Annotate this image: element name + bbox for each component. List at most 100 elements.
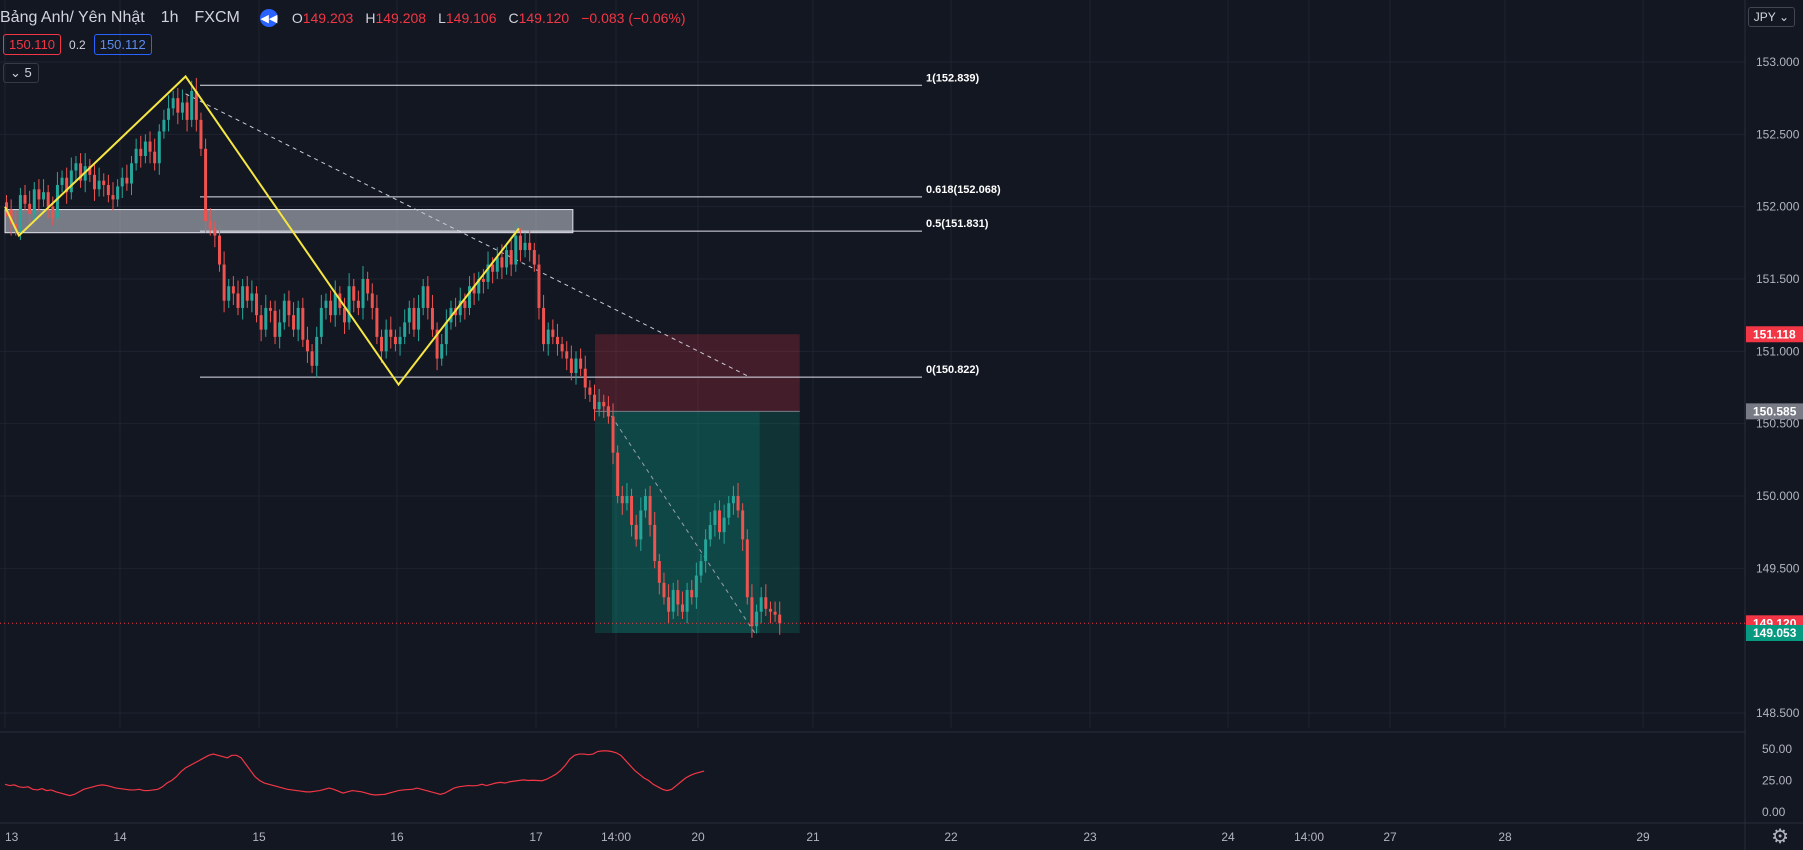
candle-body bbox=[472, 286, 476, 294]
candle-body bbox=[486, 264, 490, 282]
rsi-tick-label: 0.00 bbox=[1762, 805, 1786, 819]
candle-body bbox=[745, 539, 749, 598]
candle-body bbox=[704, 539, 708, 562]
price-tick-label: 152.000 bbox=[1756, 200, 1800, 214]
candle-body bbox=[421, 286, 425, 308]
candle-body bbox=[28, 203, 32, 214]
candle-body bbox=[268, 307, 272, 311]
fib-level-label: 0.5(151.831) bbox=[926, 218, 989, 230]
exchange-label: FXCM bbox=[194, 9, 240, 26]
indicators-collapse-button[interactable]: ⌄ 5 bbox=[3, 63, 39, 83]
currency-selector[interactable]: JPY ⌄ bbox=[1747, 7, 1795, 27]
candle-body bbox=[180, 102, 184, 113]
price-tick-label: 151.000 bbox=[1756, 344, 1800, 358]
candle-body bbox=[18, 195, 22, 229]
candle-body bbox=[685, 590, 689, 612]
candle-body bbox=[356, 300, 360, 308]
price-tick-label: 151.500 bbox=[1756, 272, 1800, 286]
candle-body bbox=[347, 286, 351, 323]
timeframe-label[interactable]: 1h bbox=[160, 9, 179, 26]
time-tick-label: 22 bbox=[944, 830, 958, 844]
candle-body bbox=[278, 322, 282, 337]
candle-body bbox=[310, 351, 314, 366]
candle-body bbox=[750, 597, 754, 627]
candle-body bbox=[537, 264, 541, 308]
candle-body bbox=[167, 108, 171, 120]
candle-body bbox=[532, 250, 536, 265]
candle-body bbox=[407, 307, 411, 323]
candle-body bbox=[648, 496, 652, 525]
candle-body bbox=[69, 170, 73, 193]
ohlc-high: H149.208 bbox=[365, 10, 427, 26]
candle-body bbox=[588, 387, 592, 395]
rsi-line bbox=[4, 750, 705, 797]
candle-body bbox=[426, 286, 430, 308]
candle-body bbox=[125, 177, 129, 184]
legend-bar: Bảng Anh/ Yên Nhật 1h FXCM ◀◀ O149.203 H… bbox=[0, 6, 686, 30]
time-tick-label: 21 bbox=[806, 830, 820, 844]
candle-body bbox=[523, 242, 527, 251]
candle-body bbox=[555, 336, 559, 345]
price-change: −0.083 (−0.06%) bbox=[581, 10, 686, 26]
candle-body bbox=[259, 315, 263, 330]
candle-body bbox=[639, 510, 643, 540]
time-tick-label: 14:00 bbox=[601, 830, 631, 844]
candle-body bbox=[241, 286, 245, 308]
candle-body bbox=[5, 202, 8, 210]
candle-body bbox=[593, 394, 597, 410]
gear-icon[interactable]: ⚙ bbox=[1771, 826, 1789, 848]
candle-body bbox=[514, 235, 518, 265]
candle-body bbox=[546, 329, 550, 345]
candle-body bbox=[491, 264, 495, 272]
candle-body bbox=[643, 496, 647, 511]
candle-body bbox=[32, 189, 36, 214]
candle-body bbox=[574, 358, 578, 374]
candle-body bbox=[51, 206, 55, 219]
candle-body bbox=[92, 174, 96, 190]
resistance-zone bbox=[4, 209, 574, 234]
candle-body bbox=[528, 242, 532, 251]
candle-body bbox=[55, 184, 59, 219]
candle-body bbox=[597, 401, 601, 410]
candle-body bbox=[764, 597, 768, 609]
candle-body bbox=[722, 517, 726, 533]
time-tick-label: 14 bbox=[113, 830, 127, 844]
candle-body bbox=[222, 264, 226, 301]
symbol-title[interactable]: Bảng Anh/ Yên Nhật bbox=[0, 9, 145, 26]
candle-body bbox=[130, 163, 134, 184]
price-tick-label: 152.500 bbox=[1756, 127, 1800, 141]
candle-body bbox=[509, 250, 513, 265]
candle-body bbox=[231, 286, 235, 294]
candle-body bbox=[417, 307, 421, 330]
bid-ask-panel: 150.110 0.2 150.112 bbox=[3, 34, 152, 55]
candle-body bbox=[755, 611, 759, 627]
time-tick-label: 23 bbox=[1083, 830, 1097, 844]
candle-body bbox=[444, 322, 448, 345]
candle-body bbox=[190, 90, 194, 120]
candle-body bbox=[481, 279, 485, 282]
bid-button[interactable]: 150.110 bbox=[3, 34, 62, 55]
fib-level-label: 0(150.822) bbox=[926, 364, 980, 376]
candle-body bbox=[292, 315, 296, 330]
candle-body bbox=[477, 279, 481, 294]
candle-body bbox=[97, 180, 101, 190]
entry-price-label: 150.585 bbox=[1746, 403, 1803, 420]
time-tick-label: 17 bbox=[529, 830, 543, 844]
candle-body bbox=[380, 336, 384, 352]
candle-body bbox=[102, 180, 106, 185]
time-tick-label: 20 bbox=[691, 830, 705, 844]
price-tick-label: 149.500 bbox=[1756, 561, 1800, 575]
candle-body bbox=[731, 496, 735, 504]
candle-body bbox=[602, 401, 606, 407]
candle-body bbox=[773, 611, 777, 615]
candle-body bbox=[65, 177, 69, 193]
ohlc-low: L149.106 bbox=[438, 10, 497, 26]
candle-body bbox=[676, 590, 680, 605]
candle-body bbox=[727, 503, 731, 518]
candle-body bbox=[366, 279, 370, 294]
ask-button[interactable]: 150.112 bbox=[93, 34, 152, 55]
candle-body bbox=[551, 329, 555, 337]
replay-icon[interactable]: ◀◀ bbox=[259, 9, 278, 27]
candle-body bbox=[653, 524, 657, 562]
